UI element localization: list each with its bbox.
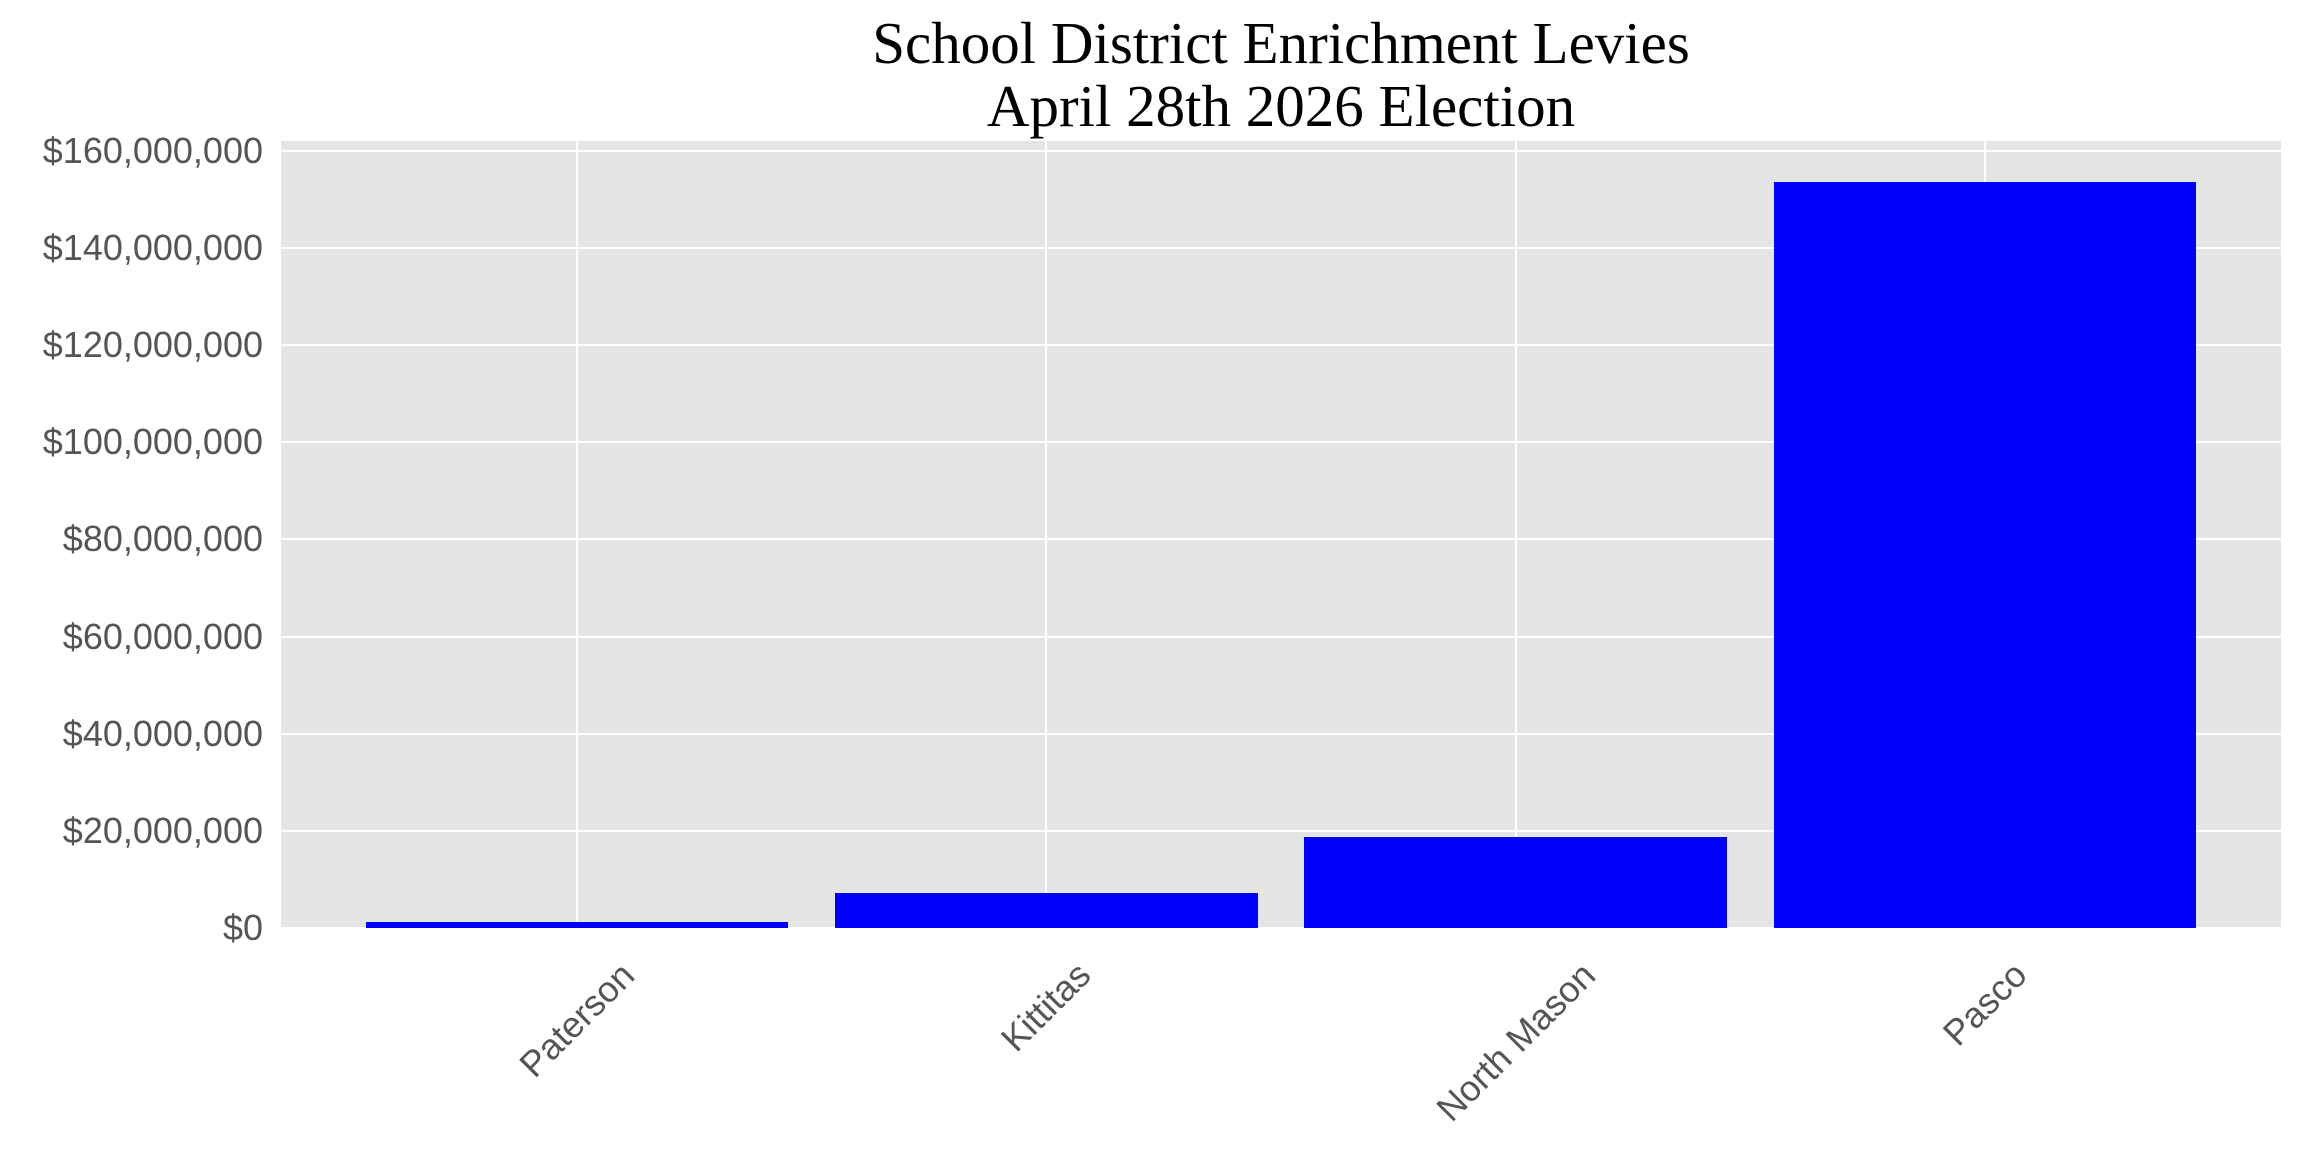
x-tick-label: Paterson bbox=[511, 953, 642, 1085]
y-tick-label: $100,000,000 bbox=[42, 421, 263, 463]
x-tick-label: Pasco bbox=[1935, 953, 2035, 1054]
chart-title: School District Enrichment Levies bbox=[872, 10, 1690, 76]
y-gridline bbox=[281, 246, 2281, 249]
y-gridline bbox=[281, 441, 2281, 444]
y-gridline bbox=[281, 538, 2281, 541]
bar-north-mason bbox=[1304, 836, 1727, 928]
y-gridline bbox=[281, 927, 2281, 928]
y-gridline bbox=[281, 829, 2281, 832]
bar-paterson bbox=[365, 922, 789, 928]
x-gridline bbox=[1045, 141, 1048, 928]
bar-kittitas bbox=[834, 892, 1258, 928]
y-tick-label: $0 bbox=[222, 907, 263, 948]
bar-pasco bbox=[1773, 181, 2197, 928]
chart-subtitle: April 28th 2026 Election bbox=[986, 73, 1576, 139]
y-gridline bbox=[281, 149, 2281, 152]
x-gridline bbox=[575, 141, 578, 928]
y-tick-label: $40,000,000 bbox=[62, 712, 263, 754]
x-tick-label: Kittitas bbox=[993, 953, 1099, 1060]
y-tick-label: $60,000,000 bbox=[62, 615, 263, 657]
y-tick-label: $140,000,000 bbox=[42, 226, 263, 268]
y-tick-label: $120,000,000 bbox=[42, 324, 263, 366]
plot-area bbox=[281, 141, 2281, 928]
y-gridline bbox=[281, 635, 2281, 638]
y-tick-label: $160,000,000 bbox=[42, 129, 263, 171]
y-tick-label: $80,000,000 bbox=[62, 518, 263, 560]
y-gridline bbox=[281, 732, 2281, 735]
x-gridline bbox=[1514, 141, 1517, 928]
y-tick-label: $20,000,000 bbox=[62, 809, 263, 851]
y-gridline bbox=[281, 344, 2281, 347]
x-tick-label: North Mason bbox=[1428, 953, 1603, 1129]
